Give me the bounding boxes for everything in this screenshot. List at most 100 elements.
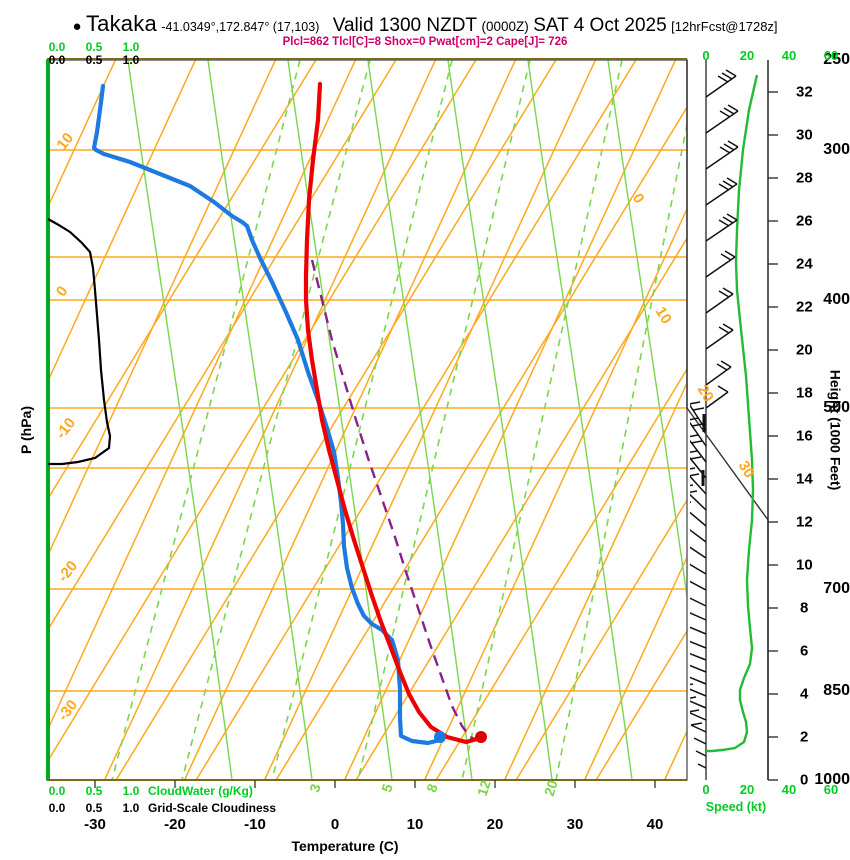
cloudiness-tick-bottom-2: 1.0 [122, 801, 140, 815]
temperature-tick-20: 20 [486, 816, 504, 833]
cloudiness-tick-top-2: 1.0 [122, 53, 140, 67]
height-tick-14: 14 [796, 470, 813, 488]
temperature-tick--30: -30 [84, 816, 106, 833]
wind-barb [690, 612, 707, 621]
cloudwater-tick-top-1: 0.5 [85, 40, 103, 54]
cloudwater-tick-top-2: 1.0 [122, 40, 140, 54]
wind-barb [690, 664, 707, 673]
temperature-tick-marks [94, 780, 656, 788]
wind-barb [705, 385, 729, 409]
cloudiness-tick-bottom-0: 0.0 [48, 801, 66, 815]
height-tick-20: 20 [796, 341, 813, 359]
wind-barb [690, 597, 707, 607]
wind-barb [690, 484, 707, 511]
height-tick-28: 28 [796, 169, 813, 187]
height-tick-2: 2 [800, 728, 809, 746]
chart-title: ● Takaka -41.0349°,172.847° (17,103) Val… [0, 11, 850, 37]
pressure-tick-300: 300 [823, 141, 850, 158]
wind-speed-curve [706, 74, 759, 753]
speed-tick-bottom-40: 40 [781, 782, 797, 797]
height-tick-16: 16 [796, 427, 813, 445]
mixing-ratio-grid [111, 60, 687, 780]
height-tick-4: 4 [800, 685, 809, 703]
valid-time-zulu: (0000Z) [481, 19, 529, 34]
height-tick-6: 6 [800, 642, 809, 660]
temperature-tick-30: 30 [566, 816, 584, 833]
height-tick-18: 18 [796, 384, 813, 402]
cloudiness-legend-label: Grid-Scale Cloudiness [148, 801, 277, 815]
wind-barb [705, 287, 734, 314]
height-tick-30: 30 [796, 126, 813, 144]
height-tick-32: 32 [796, 83, 813, 101]
height-tick-24: 24 [796, 255, 813, 273]
temperature-tick--20: -20 [164, 816, 186, 833]
wind-barb [705, 69, 737, 98]
wind-barb [705, 323, 734, 350]
station-coordinates: -41.0349°,172.847° (17,103) [161, 20, 320, 34]
temperature-tick-40: 40 [646, 816, 664, 833]
cloudwater-legend-label: CloudWater (g/Kg) [148, 784, 253, 798]
wind-barb [690, 696, 707, 709]
speed-tick-top-20: 20 [739, 48, 755, 63]
cloudwater-tick-bottom-1: 0.5 [85, 784, 103, 798]
speed-tick-bottom-0: 0 [702, 782, 710, 797]
wind-barb [690, 467, 707, 495]
wind-barb [690, 501, 707, 527]
wind-barb [705, 140, 739, 170]
wind-barb [690, 546, 707, 559]
height-tick-0: 0 [800, 771, 809, 789]
pressure-axis-label: P (hPa) [17, 406, 34, 454]
cloudiness-curve [47, 218, 112, 466]
height-tick-26: 26 [796, 212, 813, 230]
wind-barb [705, 250, 736, 278]
cloudiness-tick-bottom-1: 0.5 [85, 801, 103, 815]
isotherm-grid [47, 60, 687, 780]
wind-barb-column [690, 69, 739, 769]
height-axis-label: Height (1000 Feet) [827, 369, 844, 491]
moist-adiabat-grid [127, 60, 687, 780]
parcel-path-curve [310, 259, 479, 742]
cloudiness-tick-top-1: 0.5 [85, 53, 103, 67]
wind-barb [701, 414, 706, 486]
height-tick-12: 12 [796, 513, 813, 531]
surface-temperature-marker [475, 731, 487, 743]
wind-barb [705, 104, 739, 134]
height-tick-marks [768, 91, 778, 781]
height-tick-10: 10 [796, 556, 813, 574]
forecast-stamp: [12hrFcst@1728z] [671, 19, 778, 34]
wind-barb [690, 626, 707, 635]
pressure-tick-400: 400 [823, 291, 850, 308]
temperature-axis-label: Temperature (C) [291, 838, 399, 854]
speed-tick-top-40: 40 [781, 48, 797, 63]
pressure-tick-250: 250 [823, 51, 850, 68]
pressure-tick-850: 850 [823, 682, 850, 699]
dry-adiabat-grid [47, 60, 687, 780]
temperature-tick-0: 0 [330, 816, 340, 833]
wind-barb [690, 580, 707, 591]
wind-barb [690, 709, 707, 721]
station-name: Takaka [85, 11, 157, 36]
pressure-tick-700: 700 [823, 580, 850, 597]
wind-barb [690, 671, 707, 685]
wind-barb [690, 563, 707, 575]
wind-barb [705, 213, 738, 242]
speed-axis-label: Speed (kt) [705, 800, 767, 814]
wind-barb [690, 640, 707, 649]
station-bullet-icon: ● [72, 18, 82, 35]
cloudiness-tick-top-0: 0.0 [48, 53, 66, 67]
cloudwater-tick-top-0: 0.0 [48, 40, 66, 54]
temperature-tick-10: 10 [406, 816, 424, 833]
surface-dewpoint-marker [434, 731, 446, 743]
wind-barb [690, 529, 707, 543]
height-tick-8: 8 [800, 599, 809, 617]
wind-barb [697, 763, 707, 769]
pressure-tick-500: 500 [823, 399, 850, 416]
wind-barb [695, 750, 707, 757]
wind-barb [705, 360, 732, 386]
temperature-curve [303, 81, 484, 745]
valid-time: Valid 1300 NZDT [332, 15, 478, 36]
wind-barb [690, 417, 707, 447]
wind-barb [690, 652, 707, 661]
height-tick-22: 22 [796, 298, 813, 316]
